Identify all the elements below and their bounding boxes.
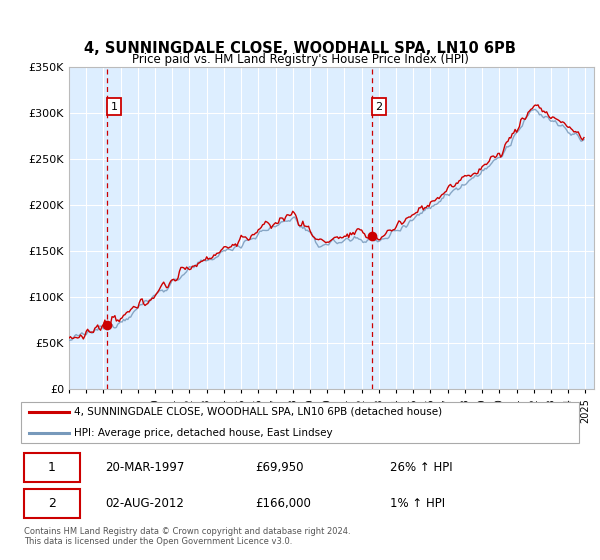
Text: 26% ↑ HPI: 26% ↑ HPI [390,461,453,474]
FancyBboxPatch shape [21,402,579,443]
FancyBboxPatch shape [23,489,80,518]
Text: 4, SUNNINGDALE CLOSE, WOODHALL SPA, LN10 6PB (detached house): 4, SUNNINGDALE CLOSE, WOODHALL SPA, LN10… [74,407,443,417]
Text: 1: 1 [110,102,118,112]
Text: HPI: Average price, detached house, East Lindsey: HPI: Average price, detached house, East… [74,428,333,438]
Text: Contains HM Land Registry data © Crown copyright and database right 2024.: Contains HM Land Registry data © Crown c… [24,526,350,536]
Text: 02-AUG-2012: 02-AUG-2012 [106,497,184,510]
Text: £69,950: £69,950 [255,461,304,474]
Text: 20-MAR-1997: 20-MAR-1997 [106,461,185,474]
Text: Price paid vs. HM Land Registry's House Price Index (HPI): Price paid vs. HM Land Registry's House … [131,53,469,67]
Text: 4, SUNNINGDALE CLOSE, WOODHALL SPA, LN10 6PB: 4, SUNNINGDALE CLOSE, WOODHALL SPA, LN10… [84,41,516,56]
Text: 2: 2 [375,102,382,112]
Text: This data is licensed under the Open Government Licence v3.0.: This data is licensed under the Open Gov… [24,538,292,547]
Text: 2: 2 [48,497,56,510]
Text: 1: 1 [48,461,56,474]
FancyBboxPatch shape [23,453,80,482]
Text: 1% ↑ HPI: 1% ↑ HPI [390,497,445,510]
Text: £166,000: £166,000 [255,497,311,510]
